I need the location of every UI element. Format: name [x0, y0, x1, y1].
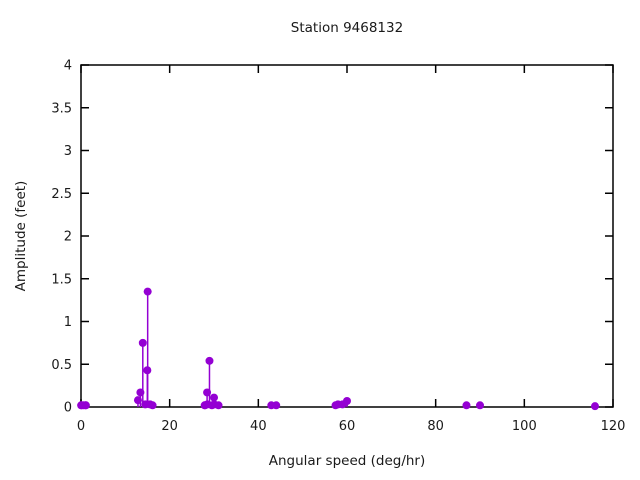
y-tick-label: 0.5 [51, 358, 72, 373]
x-tick-label: 40 [250, 419, 267, 434]
y-tick-label: 2.5 [51, 187, 72, 202]
x-tick-label: 120 [601, 419, 626, 434]
x-tick-label: 80 [427, 419, 444, 434]
y-tick-label: 1.5 [51, 272, 72, 287]
x-tick-label: 0 [77, 419, 85, 434]
y-tick-label: 4 [64, 59, 72, 74]
data-point [210, 393, 218, 402]
data-point [343, 397, 351, 406]
data-point [143, 287, 152, 296]
y-tick-label: 3.5 [51, 101, 72, 116]
x-axis-label: Angular speed (deg/hr) [268, 453, 426, 469]
data-point [81, 401, 90, 410]
data-point [214, 401, 223, 410]
y-tick-label: 1 [64, 315, 72, 330]
data-point [462, 401, 471, 410]
chart-title: Station 9468132 [290, 20, 404, 36]
data-point [148, 401, 157, 410]
data-point [205, 356, 214, 365]
y-tick-label: 2 [64, 230, 72, 245]
data-point [203, 388, 212, 397]
plot-border [80, 64, 614, 408]
data-point [591, 402, 600, 411]
data-point [476, 401, 484, 410]
data-point [272, 401, 281, 410]
y-tick-label: 3 [64, 144, 72, 159]
data-point [143, 366, 152, 375]
x-tick-label: 20 [161, 419, 178, 434]
data-point [136, 388, 145, 397]
x-tick-label: 60 [339, 419, 356, 434]
data-point [138, 338, 147, 347]
data-point [133, 396, 142, 405]
x-tick-label: 100 [512, 419, 537, 434]
y-tick-label: 0 [64, 401, 72, 416]
